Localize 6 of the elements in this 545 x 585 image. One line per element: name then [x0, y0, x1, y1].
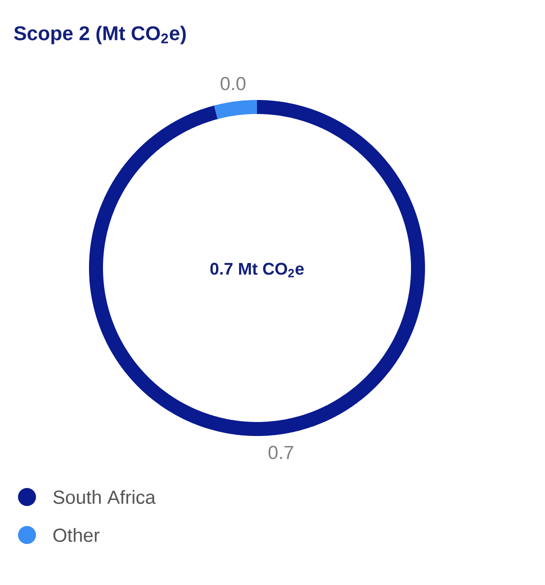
data-label: 0.0: [220, 76, 246, 90]
data-label: 0.7: [268, 446, 294, 460]
text: 0.7 Mt CO$_{2}$e: [210, 262, 304, 278]
legend-label: South Africa: [53, 490, 156, 504]
chart-title: Scope 2 (Mt CO$_{2}$e): [14, 26, 186, 44]
legend-label: Other: [53, 528, 100, 542]
